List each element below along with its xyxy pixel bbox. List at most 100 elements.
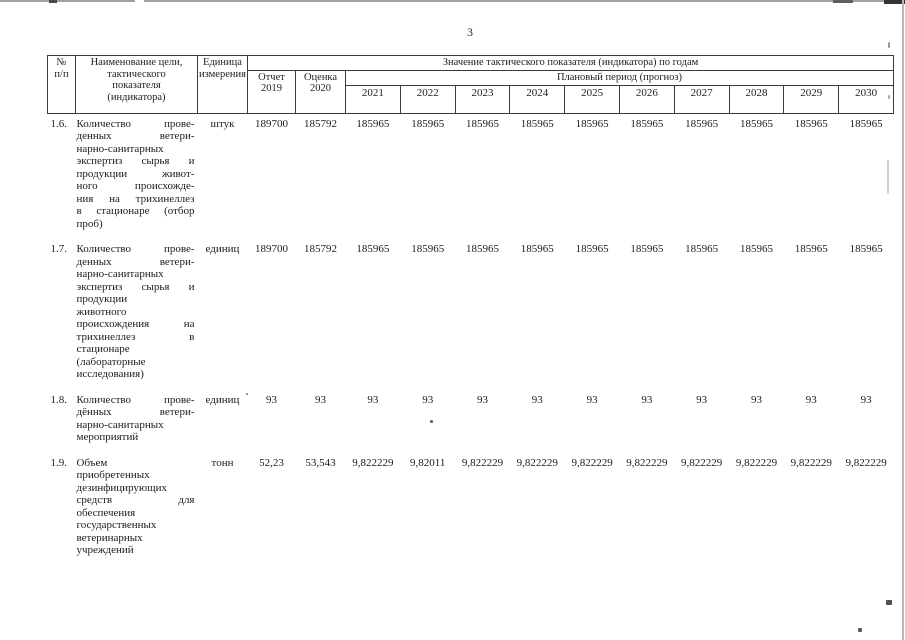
indicator-name-line: государственных [76,519,157,531]
indicator-name-line: Количество прове- [76,393,195,406]
row-number: 1.9. [50,456,68,469]
value-cell: 9,82011 [410,456,446,469]
indicator-name-line: мероприятий [76,431,139,443]
value-cell: 185965 [685,243,719,255]
scan-speck [888,42,890,48]
row-number: 1.7. [50,243,68,255]
indicator-name-line: (лабораторные [76,355,146,368]
value-cell: 93 [531,393,543,406]
unit-cell: единиц [205,243,240,255]
value-cell: 93 [586,393,598,406]
value-cell: 93 [696,393,708,406]
indicator-name-line: нарно-санитарных [76,268,164,280]
value-cell: 185965 [520,243,554,255]
indicator-name-line: Объем [76,456,108,469]
value-cell: 53,543 [305,456,336,469]
col-header-year: 2027 [673,84,730,114]
scan-edge-right [902,0,904,640]
col-header-name-line: (индикатора) [107,91,166,103]
col-header-unit: Единица измерения [197,55,248,114]
value-cell: 52,23 [259,456,284,469]
value-cell: 185965 [794,243,828,255]
indicator-name: Количество прове-денных ветери-нарно-сан… [76,113,198,239]
indicator-name-line: экспертиз сырья и [76,280,195,293]
col-header-name-line: Наименование цели, [90,57,183,68]
value-cell: 93 [476,393,488,406]
col-header-name: Наименование цели, тактического показате… [75,55,198,114]
scan-speck [49,0,57,3]
col-header-estimate-line: Оценка [303,71,338,83]
indicator-name-line: стационаре [76,343,130,355]
indicator-name-line: проб) [76,217,103,230]
col-header-estimate-line: 2020 [310,83,331,94]
unit-cell: тонн [211,456,234,469]
unit-cell: штук [210,117,235,130]
unit-cell: единиц [205,393,240,406]
col-header-year: 2023 [454,84,511,114]
table-body: 1.6. Количество прове-денных ветери-нарн… [48,113,894,566]
indicator-name-line: трихинеллез в [76,330,195,343]
value-cell: 185965 [739,117,773,130]
col-header-report: Отчет 2019 [247,69,296,114]
col-header-num-line: п/п [54,68,69,80]
indicator-name-line: ния на трихинеллез [76,192,195,205]
indicator-name-line: Количество прове- [76,243,195,255]
col-header-year: 2021 [345,84,401,114]
value-cell: 185965 [520,117,554,130]
indicator-name: Количество прове-денных ветери-нарно-сан… [76,239,198,390]
value-cell: 9,822229 [735,456,778,469]
indicator-name-line: нарно-санитарных [76,142,164,155]
col-header-report-line: 2019 [261,83,282,94]
value-cell: 185965 [465,117,499,130]
scan-edge-gap [135,0,144,3]
value-cell: 185965 [411,117,445,130]
col-header-name-line: показателя [112,80,161,91]
indicator-name-line: дённых ветери- [76,406,195,418]
value-cell: 185965 [356,243,390,255]
value-cell: 93 [266,393,277,406]
col-header-unit-line: измерения [199,68,246,80]
row-number: 1.8. [50,393,68,406]
value-cell: 185965 [356,117,390,130]
table-row: 1.6. Количество прове-денных ветери-нарн… [48,113,894,239]
table-row: 1.9. Объем приобретенных дезинфицирующих ср… [48,453,894,566]
table-row: 1.7. Количество прове-денных ветери-нарн… [48,239,894,390]
value-cell: 9,822229 [626,456,668,469]
col-header-year: 2030 [838,84,894,114]
value-cell: 9,822229 [571,456,613,469]
value-cell: 9,822229 [352,456,394,469]
value-cell: 93 [641,393,653,406]
scan-speck [833,0,853,3]
col-header-name-line: тактического [107,68,166,80]
col-header-year: 2024 [509,84,566,114]
value-cell: 185965 [849,117,883,130]
indicator-name-line: продукции живот- [76,167,195,180]
value-cell: 93 [422,393,434,406]
indicator-name-line: нарно-санитарных [76,418,164,431]
col-header-report-line: Отчет [258,71,285,83]
scan-speck [886,600,892,605]
value-cell: 93 [750,393,762,406]
indicators-table-wrap: № п/п Наименование цели, тактического по… [47,55,894,566]
indicator-name-line: ного происхожде- [76,180,195,192]
value-cell: 9,822229 [516,456,558,469]
col-header-year: 2026 [618,84,675,114]
indicator-name-line: экспертиз сырья и [76,155,195,167]
value-cell: 9,822229 [461,456,504,469]
value-cell: 93 [805,393,817,406]
indicator-name-line: животного [76,305,127,318]
value-cell: 185965 [465,243,499,255]
value-cell: 185965 [630,117,664,130]
col-header-unit-line: Единица [203,57,242,68]
value-cell: 185965 [739,243,773,255]
value-cell: 185792 [304,243,337,255]
value-cell: 185965 [411,243,445,255]
indicator-name-line: происхождения на [76,318,195,330]
col-header-year: 2022 [399,84,456,114]
scan-corner-mark [884,0,905,4]
scan-speck [887,160,889,194]
indicator-name-line: денных ветери- [76,130,195,142]
page-number: 3 [467,25,473,39]
value-cell: 93 [367,393,379,406]
scan-speck [858,628,862,632]
